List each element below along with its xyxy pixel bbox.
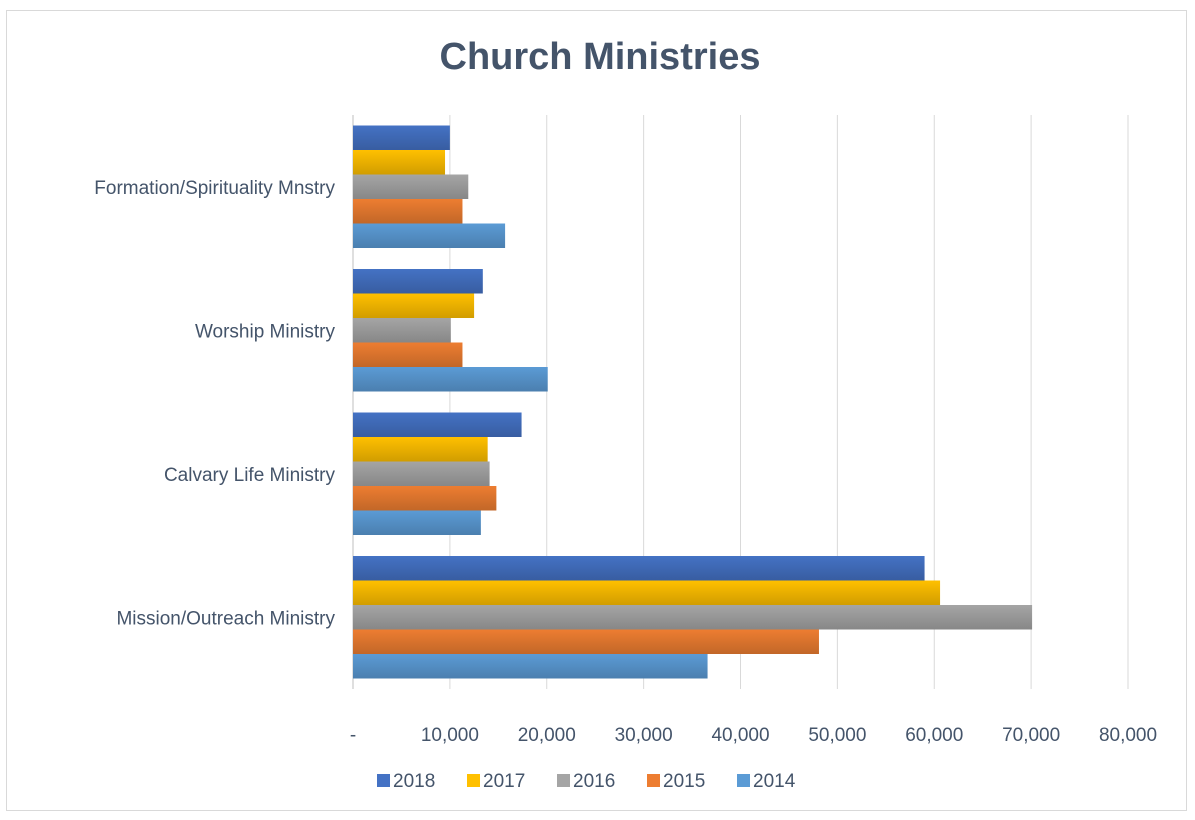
x-tick-label: 80,000 <box>1099 725 1157 746</box>
bar <box>353 199 463 224</box>
legend: 2018 2017 2016 2015 2014 <box>377 771 796 792</box>
legend-label: 2016 <box>573 771 615 792</box>
category-label: Mission/Outreach Ministry <box>116 608 335 629</box>
bar <box>353 580 941 605</box>
x-tick-label: 60,000 <box>905 725 963 746</box>
x-tick-label: 70,000 <box>1002 725 1060 746</box>
bar <box>353 605 1033 630</box>
category-labels: Formation/Spirituality Mnstry Worship Min… <box>94 178 335 630</box>
bar <box>353 461 490 486</box>
bar <box>353 437 488 462</box>
legend-item: 2018 <box>377 771 435 792</box>
chart-title: Church Ministries <box>440 36 761 78</box>
x-tick-label: 30,000 <box>615 725 673 746</box>
x-tick-label: 40,000 <box>711 725 769 746</box>
bar <box>353 269 483 294</box>
x-tick-label: 50,000 <box>808 725 866 746</box>
category-label: Calvary Life Ministry <box>164 465 336 486</box>
legend-label: 2015 <box>663 771 705 792</box>
bar <box>353 293 475 318</box>
legend-label: 2014 <box>753 771 796 792</box>
bar <box>353 125 450 150</box>
bars <box>353 125 1033 679</box>
category-label: Formation/Spirituality Mnstry <box>94 178 335 199</box>
bar <box>353 486 497 511</box>
legend-item: 2016 <box>557 771 615 792</box>
bar <box>353 412 522 437</box>
gridlines <box>352 115 1129 689</box>
bar <box>353 342 463 367</box>
legend-item: 2017 <box>467 771 525 792</box>
bar-chart: Church Ministries Formation/Spirituality… <box>94 36 1157 792</box>
legend-label: 2017 <box>483 771 525 792</box>
legend-swatch <box>377 774 390 787</box>
category-label: Worship Ministry <box>195 321 336 342</box>
legend-item: 2014 <box>737 771 796 792</box>
legend-swatch <box>647 774 660 787</box>
bar <box>353 654 708 679</box>
bar <box>353 174 469 199</box>
bar <box>353 629 819 654</box>
x-tick-label: 20,000 <box>518 725 576 746</box>
chart-frame: Church Ministries Formation/Spirituality… <box>6 10 1187 811</box>
legend-swatch <box>557 774 570 787</box>
x-axis-tick-labels: - 10,000 20,000 30,000 40,000 50,000 60,000 70,… <box>350 725 1157 746</box>
bar <box>353 367 548 392</box>
legend-item: 2015 <box>647 771 705 792</box>
legend-swatch <box>737 774 750 787</box>
bar <box>353 510 481 535</box>
legend-label: 2018 <box>393 771 435 792</box>
legend-swatch <box>467 774 480 787</box>
bar <box>353 318 451 343</box>
x-tick-label: 10,000 <box>421 725 479 746</box>
bar <box>353 223 506 248</box>
x-tick-label: - <box>350 725 356 746</box>
bar <box>353 150 446 175</box>
bar <box>353 556 925 581</box>
